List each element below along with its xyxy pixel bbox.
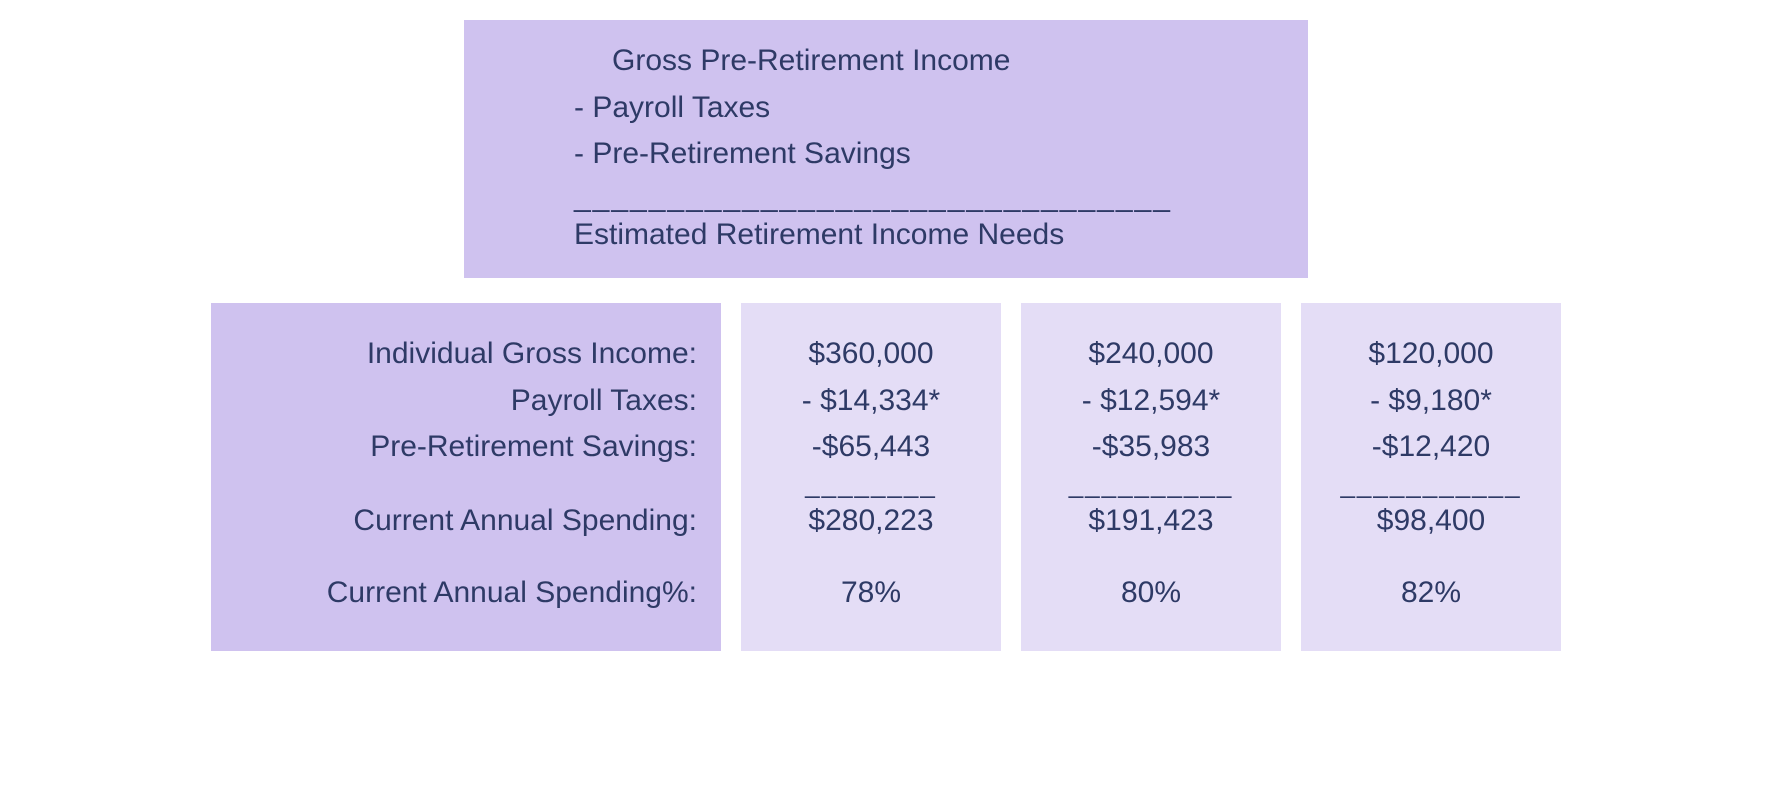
formula-savings: - Pre-Retirement Savings bbox=[504, 131, 1268, 178]
value-gross: $360,000 bbox=[765, 331, 977, 378]
formula-divider: ________________________________ bbox=[504, 182, 1268, 212]
formula-gross: Gross Pre-Retirement Income bbox=[504, 38, 1268, 85]
value-payroll: - $12,594* bbox=[1045, 378, 1257, 425]
labels-column: Individual Gross Income:Payroll Taxes:Pr… bbox=[211, 303, 721, 651]
comparison-table: Individual Gross Income:Payroll Taxes:Pr… bbox=[20, 303, 1752, 651]
value-spending-pct: 78% bbox=[765, 570, 977, 617]
value-spending-pct: 82% bbox=[1325, 570, 1537, 617]
label-payroll: Payroll Taxes: bbox=[235, 378, 697, 425]
label-spending-pct: Current Annual Spending%: bbox=[235, 570, 697, 617]
value-savings: -$12,420 bbox=[1325, 424, 1537, 471]
value-payroll: - $14,334* bbox=[765, 378, 977, 425]
infographic-wrap: Gross Pre-Retirement Income- Payroll Tax… bbox=[20, 20, 1752, 651]
value-payroll: - $9,180* bbox=[1325, 378, 1537, 425]
scenario-column-2: $120,000- $9,180*-$12,420___________$98,… bbox=[1301, 303, 1561, 651]
value-gross: $120,000 bbox=[1325, 331, 1537, 378]
value-spending: $191,423 bbox=[1045, 498, 1257, 545]
value-spending: $98,400 bbox=[1325, 498, 1537, 545]
scenario-column-0: $360,000- $14,334*-$65,443________$280,2… bbox=[741, 303, 1001, 651]
value-savings: -$35,983 bbox=[1045, 424, 1257, 471]
formula-payroll: - Payroll Taxes bbox=[504, 85, 1268, 132]
value-spending-pct: 80% bbox=[1045, 570, 1257, 617]
label-gross: Individual Gross Income: bbox=[235, 331, 697, 378]
label-spending: Current Annual Spending: bbox=[235, 498, 697, 545]
scenario-column-1: $240,000- $12,594*-$35,983__________$191… bbox=[1021, 303, 1281, 651]
value-underline: ________ bbox=[805, 473, 937, 496]
value-savings: -$65,443 bbox=[765, 424, 977, 471]
value-underline: ___________ bbox=[1340, 473, 1521, 496]
label-savings: Pre-Retirement Savings: bbox=[235, 424, 697, 471]
value-gross: $240,000 bbox=[1045, 331, 1257, 378]
formula-result: Estimated Retirement Income Needs bbox=[504, 212, 1268, 259]
value-underline: __________ bbox=[1069, 473, 1234, 496]
value-spending: $280,223 bbox=[765, 498, 977, 545]
formula-box: Gross Pre-Retirement Income- Payroll Tax… bbox=[464, 20, 1308, 278]
